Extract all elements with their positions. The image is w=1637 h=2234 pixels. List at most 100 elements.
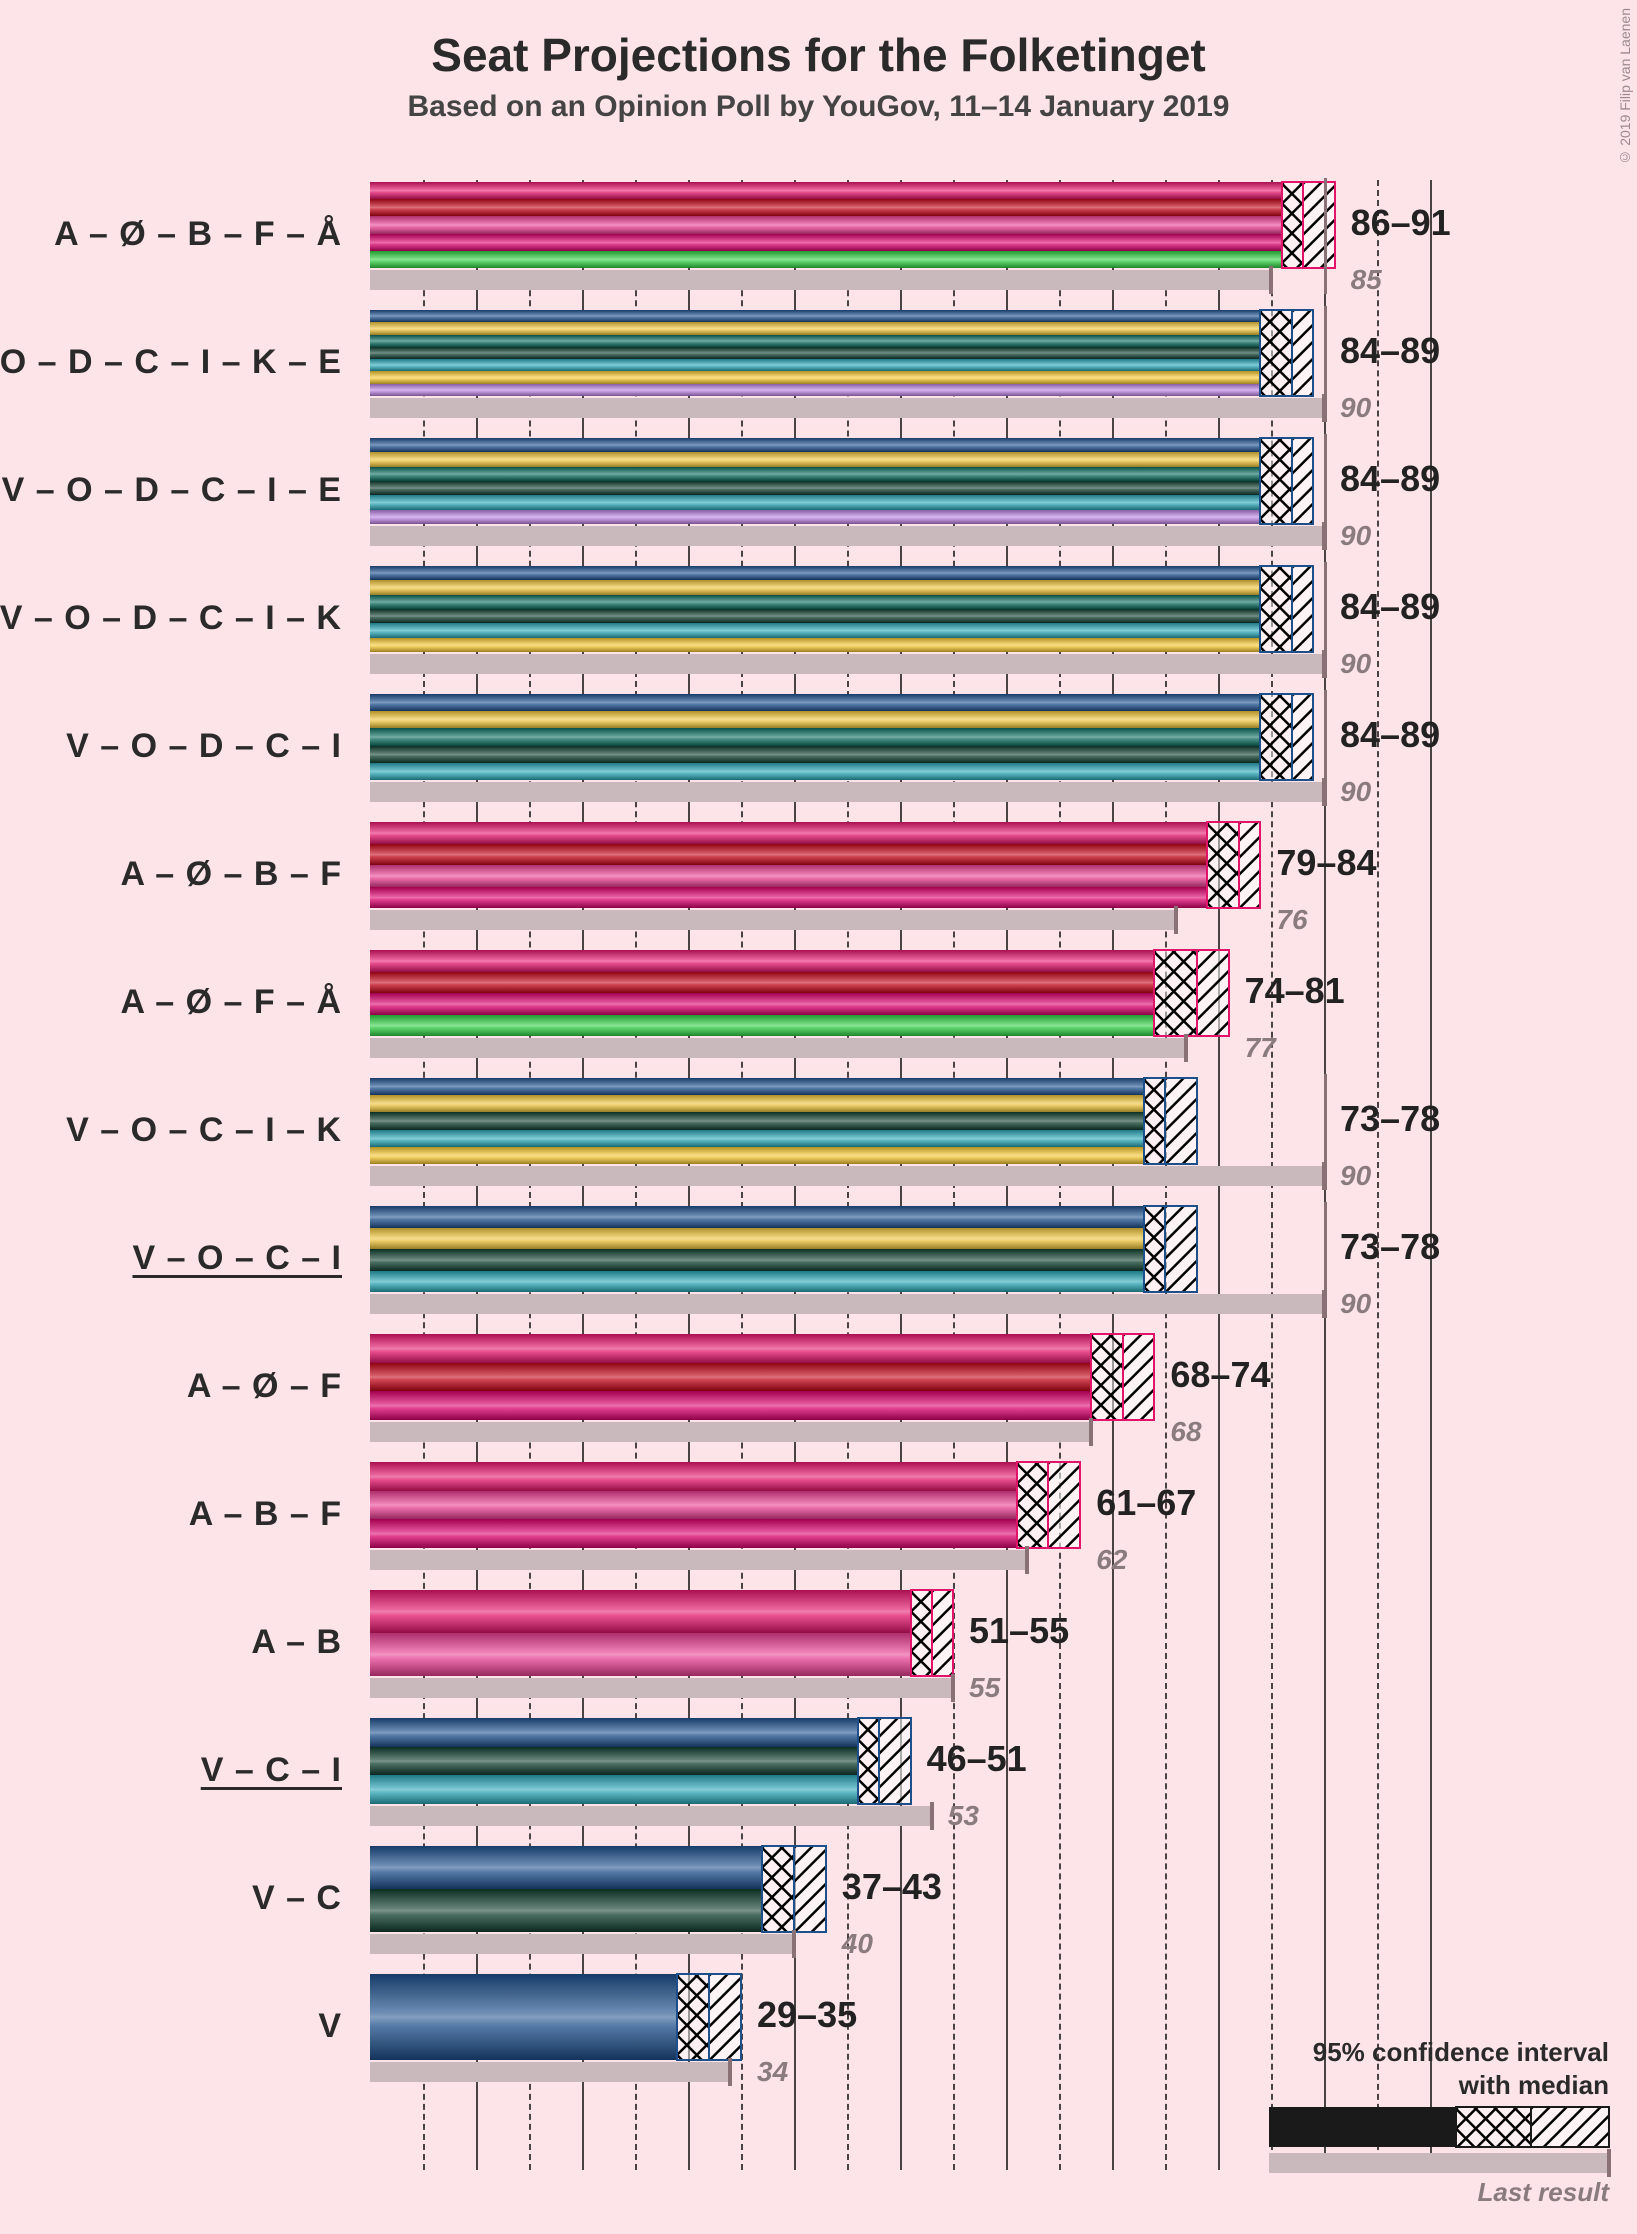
majority-marker <box>1324 690 1327 806</box>
bar-ci-upper <box>879 1718 911 1804</box>
bar-ci-upper <box>1048 1462 1080 1548</box>
coalition-row: V – O – D – C – I – E84–8990 <box>370 436 1430 564</box>
coalition-label: A – B <box>251 1623 370 1662</box>
bar-last-result <box>370 398 1324 418</box>
coalition-label: V – O – D – C – I – E <box>2 471 370 510</box>
coalition-label: A – Ø – F <box>187 1367 370 1406</box>
value-range: 46–51 <box>927 1738 1027 1780</box>
bar-ci-upper <box>1165 1206 1197 1292</box>
bar-ci-lower <box>1282 182 1303 268</box>
value-range: 73–78 <box>1340 1098 1440 1140</box>
coalition-label: V <box>318 2007 370 2046</box>
bar-ci-upper <box>1239 822 1260 908</box>
bar-last-result <box>370 654 1324 674</box>
coalition-row: A – Ø – F – Å74–8177 <box>370 948 1430 1076</box>
coalition-label: A – Ø – B – F – Å <box>54 215 370 254</box>
value-range: 74–81 <box>1245 970 1345 1012</box>
legend-ci-label: 95% confidence interval <box>1249 2037 1609 2068</box>
chart-container: Seat Projections for the Folketinget Bas… <box>0 0 1637 2234</box>
coalition-row: V – O – C – I – K73–7890 <box>370 1076 1430 1204</box>
value-last: 90 <box>1340 392 1371 424</box>
coalition-label: A – Ø – F – Å <box>121 983 370 1022</box>
coalition-label: V – O – D – C – I – K <box>0 599 370 638</box>
value-range: 73–78 <box>1340 1226 1440 1268</box>
bar-ci-upper <box>1292 310 1313 396</box>
value-last: 62 <box>1096 1544 1127 1576</box>
bar-ci-upper <box>794 1846 826 1932</box>
bar-ci-upper <box>1292 438 1313 524</box>
bar-ci-upper <box>1292 694 1313 780</box>
bar-ci-lower <box>1260 438 1292 524</box>
value-last: 90 <box>1340 776 1371 808</box>
bar-last-result <box>370 1166 1324 1186</box>
coalition-label: A – B – F <box>189 1495 370 1534</box>
majority-marker <box>1324 306 1327 422</box>
value-range: 86–91 <box>1351 202 1451 244</box>
value-last: 40 <box>842 1928 873 1960</box>
value-range: 68–74 <box>1170 1354 1270 1396</box>
value-last: 90 <box>1340 648 1371 680</box>
coalition-label: V – O – D – C – I – K – E <box>0 343 370 382</box>
coalition-label: V – C – I <box>201 1751 370 1790</box>
bar-last-result <box>370 2062 730 2082</box>
coalition-row: A – Ø – B – F – Å86–9185 <box>370 180 1430 308</box>
bar-ci-upper <box>1165 1078 1197 1164</box>
value-last: 85 <box>1351 264 1382 296</box>
coalition-row: A – B51–5555 <box>370 1588 1430 1716</box>
value-range: 37–43 <box>842 1866 942 1908</box>
copyright-text: © 2019 Filip van Laenen <box>1617 8 1633 166</box>
bar-last-result <box>370 782 1324 802</box>
value-range: 29–35 <box>757 1994 857 2036</box>
value-range: 84–89 <box>1340 714 1440 756</box>
bar-ci-lower <box>677 1974 709 2060</box>
bar-last-result <box>370 526 1324 546</box>
bar-ci-upper <box>1303 182 1335 268</box>
coalition-row: A – Ø – B – F79–8476 <box>370 820 1430 948</box>
coalition-row: A – Ø – F68–7468 <box>370 1332 1430 1460</box>
legend-ci-bar <box>1269 2107 1609 2147</box>
value-last: 90 <box>1340 520 1371 552</box>
bar-ci-lower <box>1091 1334 1123 1420</box>
legend: 95% confidence interval with median Last… <box>1249 2037 1609 2208</box>
value-range: 84–89 <box>1340 586 1440 628</box>
bar-last-result <box>370 1038 1186 1058</box>
bar-last-result <box>370 1806 932 1826</box>
coalition-row: A – B – F61–6762 <box>370 1460 1430 1588</box>
value-range: 84–89 <box>1340 458 1440 500</box>
chart-subtitle: Based on an Opinion Poll by YouGov, 11–1… <box>0 90 1637 124</box>
bar-last-result <box>370 1934 794 1954</box>
coalition-row: V – C37–4340 <box>370 1844 1430 1972</box>
bar-ci-lower <box>1260 310 1292 396</box>
coalition-row: V – O – D – C – I – K – E84–8990 <box>370 308 1430 436</box>
legend-median-label: with median <box>1249 2070 1609 2101</box>
bar-ci-upper <box>932 1590 953 1676</box>
bar-ci-lower <box>858 1718 879 1804</box>
bar-ci-upper <box>709 1974 741 2060</box>
value-last: 90 <box>1340 1160 1371 1192</box>
majority-marker <box>1324 434 1327 550</box>
coalition-label: V – O – C – I – K <box>66 1111 370 1150</box>
bar-last-result <box>370 270 1271 290</box>
legend-last-label: Last result <box>1249 2177 1609 2208</box>
bar-ci-lower <box>1017 1462 1049 1548</box>
value-last: 68 <box>1170 1416 1201 1448</box>
majority-marker <box>1324 1202 1327 1318</box>
bar-last-result <box>370 1550 1027 1570</box>
coalition-label: V – C <box>252 1879 370 1918</box>
bar-last-result <box>370 910 1176 930</box>
bar-last-result <box>370 1422 1091 1442</box>
coalition-label: A – Ø – B – F <box>121 855 370 894</box>
majority-marker <box>1324 178 1327 294</box>
value-last: 55 <box>969 1672 1000 1704</box>
bar-ci-lower <box>1144 1078 1165 1164</box>
coalition-label: V – O – C – I <box>132 1239 370 1278</box>
bar-ci-upper <box>1123 1334 1155 1420</box>
coalition-label: V – O – D – C – I <box>66 727 370 766</box>
coalition-row: V – C – I46–5153 <box>370 1716 1430 1844</box>
majority-marker <box>1324 1074 1327 1190</box>
value-last: 77 <box>1245 1032 1276 1064</box>
value-last: 53 <box>948 1800 979 1832</box>
bar-ci-upper <box>1292 566 1313 652</box>
bar-last-result <box>370 1678 953 1698</box>
bar-ci-lower <box>911 1590 932 1676</box>
